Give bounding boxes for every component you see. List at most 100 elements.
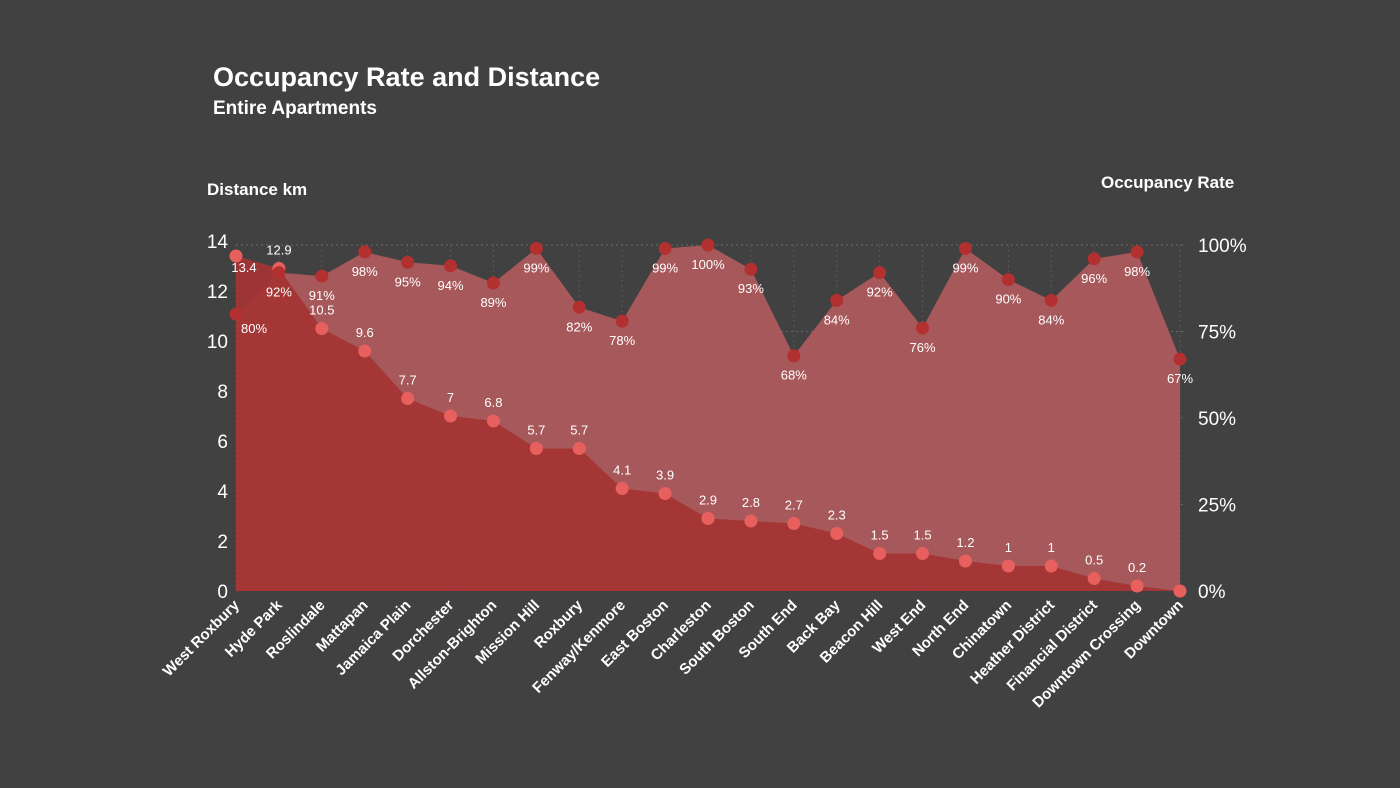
distance-point [358, 344, 372, 358]
distance-data-label: 2.3 [828, 508, 846, 523]
distance-data-label: 10.5 [309, 303, 334, 318]
distance-data-label: 1.2 [956, 535, 974, 550]
right-axis-tick-label: 0% [1198, 582, 1226, 603]
occupancy-point [1044, 293, 1058, 307]
distance-point [486, 414, 500, 428]
occupancy-point [229, 307, 243, 321]
occupancy-data-label: 80% [241, 321, 267, 336]
occupancy-data-label: 98% [352, 264, 378, 279]
left-axis-tick-label: 2 [217, 532, 228, 553]
distance-data-label: 5.7 [570, 423, 588, 438]
distance-data-label: 12.9 [266, 243, 291, 258]
category-label: West Roxbury [160, 596, 244, 680]
left-axis-tick-label: 14 [207, 232, 229, 253]
distance-data-label: 7 [447, 390, 454, 405]
distance-data-label: 4.1 [613, 463, 631, 478]
occupancy-data-label: 99% [652, 260, 678, 275]
occupancy-point [529, 241, 543, 255]
left-axis-tick-label: 10 [207, 332, 228, 353]
distance-data-label: 2.7 [785, 498, 803, 513]
chart-title: Occupancy Rate and Distance [213, 62, 601, 92]
occupancy-data-label: 90% [995, 292, 1021, 307]
distance-point [658, 487, 672, 500]
occupancy-data-label: 91% [309, 288, 335, 303]
category-label: South Boston [676, 597, 758, 679]
occupancy-point [787, 349, 801, 363]
distance-data-label: 6.8 [484, 395, 502, 410]
occupancy-point [486, 276, 500, 290]
distance-point [615, 482, 629, 495]
distance-data-label: 1.5 [914, 528, 932, 543]
distance-point [1173, 584, 1187, 598]
distance-data-label: 1 [1005, 540, 1012, 555]
right-axis-title: Occupancy Rate [1101, 173, 1235, 192]
category-label: Jamaica Plain [332, 597, 414, 679]
left-axis-tick-label: 4 [217, 482, 228, 503]
occupancy-point [315, 269, 329, 283]
occupancy-data-label: 67% [1167, 371, 1193, 386]
distance-point [572, 442, 586, 455]
distance-data-label: 13.4 [231, 260, 256, 275]
occupancy-point [958, 241, 972, 255]
occupancy-data-label: 94% [438, 278, 464, 293]
left-axis-tick-label: 8 [217, 382, 228, 403]
occupancy-data-label: 95% [395, 274, 421, 289]
distance-point [1087, 572, 1101, 585]
occupancy-data-label: 84% [1038, 312, 1064, 327]
distance-point [229, 249, 243, 263]
occupancy-data-label: 98% [1124, 264, 1150, 279]
distance-point [830, 527, 844, 540]
occupancy-data-label: 89% [480, 295, 506, 310]
distance-point [787, 517, 801, 530]
occupancy-point [701, 238, 715, 252]
distance-point [916, 547, 930, 560]
occupancy-point [615, 314, 629, 328]
distance-data-label: 2.9 [699, 493, 717, 508]
occupancy-point [358, 245, 372, 259]
occupancy-data-label: 93% [738, 281, 764, 296]
distance-data-label: 1.5 [871, 528, 889, 543]
right-axis-tick-label: 50% [1198, 409, 1236, 430]
occupancy-data-label: 92% [867, 285, 893, 300]
occupancy-data-label: 76% [910, 340, 936, 355]
right-axis-tick-label: 25% [1198, 496, 1236, 517]
occupancy-data-label: 84% [824, 312, 850, 327]
occupancy-point [830, 293, 844, 307]
occupancy-data-label: 68% [781, 368, 807, 383]
distance-point [444, 409, 458, 423]
distance-point [873, 547, 887, 560]
chart-subtitle: Entire Apartments [213, 98, 377, 119]
distance-data-label: 1 [1048, 540, 1055, 555]
left-axis-tick-label: 0 [217, 582, 228, 603]
occupancy-data-label: 78% [609, 333, 635, 348]
occupancy-point [272, 266, 286, 280]
occupancy-point [572, 300, 586, 314]
occupancy-data-label: 100% [691, 257, 725, 272]
distance-point [1044, 559, 1058, 573]
distance-point [1001, 559, 1015, 573]
distance-data-label: 5.7 [527, 423, 545, 438]
distance-point [315, 322, 329, 335]
distance-data-label: 2.8 [742, 495, 760, 510]
occupancy-data-label: 96% [1081, 271, 1107, 286]
occupancy-point [744, 262, 758, 276]
distance-point [529, 442, 543, 455]
distance-area [236, 256, 1180, 591]
occupancy-data-label: 82% [566, 319, 592, 334]
right-axis-tick-label: 100% [1198, 236, 1247, 257]
distance-point [958, 554, 972, 568]
left-axis-title: Distance km [207, 180, 308, 199]
occupancy-point [401, 255, 415, 269]
distance-data-label: 7.7 [399, 373, 417, 388]
occupancy-point [444, 259, 458, 273]
distance-data-label: 0.5 [1085, 553, 1103, 568]
distance-point [701, 512, 715, 525]
distance-data-label: 3.9 [656, 468, 674, 483]
occupancy-point [916, 321, 930, 335]
left-axis-tick-label: 6 [217, 432, 228, 453]
occupancy-data-label: 92% [266, 285, 292, 300]
left-axis-tick-label: 12 [207, 282, 228, 303]
right-axis-tick-label: 75% [1198, 323, 1236, 344]
